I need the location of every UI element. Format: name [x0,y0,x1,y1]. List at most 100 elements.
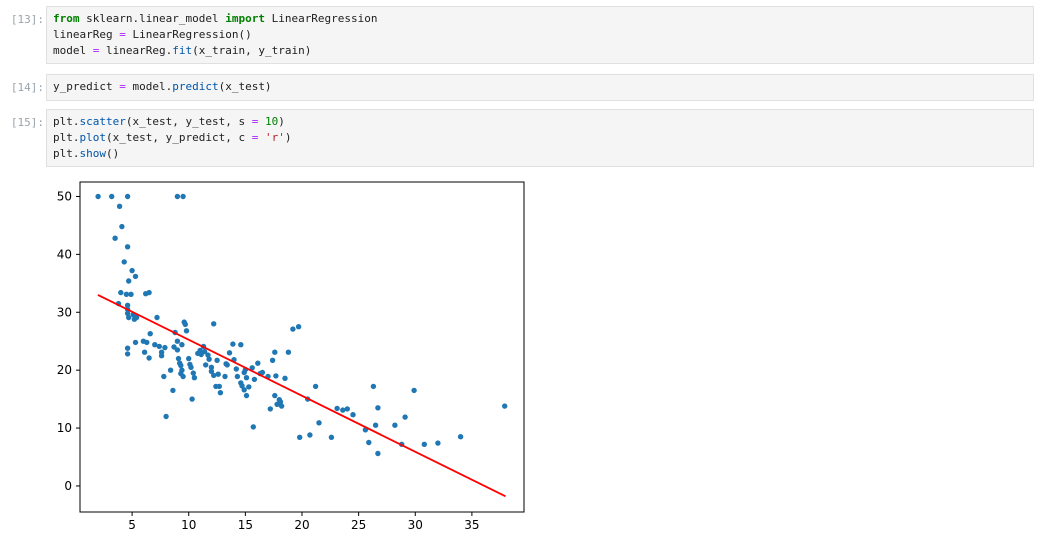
scatter-point [170,387,176,394]
scatter-point [186,355,192,362]
scatter-point [178,362,184,369]
scatter-point [372,422,379,428]
scatter-plot-output: 5 10 15 20 25 30 35 0 10 20 30 40 50 [57,181,525,532]
cell-prompt: [14]: [10,81,44,94]
scatter-point [224,362,230,368]
scatter-point [123,291,130,297]
scatter-point [282,375,288,381]
scatter-point [251,376,258,383]
code-token: LinearRegression [264,12,378,25]
code-token: model. [125,80,173,93]
scatter-point [211,321,217,327]
code-editor[interactable]: y_predict = model.predict(x_test) [46,74,1034,101]
scatter-point [411,387,417,394]
scatter-point [277,399,284,405]
scatter-point [118,289,124,296]
scatter-point [234,373,241,380]
scatter-point [457,434,464,440]
scatter-point [179,342,185,348]
scatter-point [124,351,131,357]
code-token: ) [284,131,292,144]
scatter-point [162,344,168,351]
scatter-point [167,367,174,373]
scatter-point [217,390,224,396]
scatter-point [141,349,148,355]
scatter-point [205,352,211,358]
scatter-point [208,368,215,374]
code-token: predict [172,80,219,93]
scatter-point [421,441,427,447]
scatter-point [132,273,139,280]
code-token: from [53,12,80,25]
scatter-point [366,439,372,446]
scatter-point [259,369,266,376]
scatter-point [206,356,212,362]
scatter-point [290,326,296,332]
scatter-point [190,370,196,376]
code-line: from sklearn.linear_model import LinearR… [53,11,1027,27]
code-token: () [106,147,120,160]
scatter-point [392,422,398,428]
code-line: plt.show() [53,146,1027,162]
scatter-point [188,364,194,370]
scatter-point [216,383,222,390]
scatter-point [233,366,239,372]
scatter-point [269,357,276,363]
code-token: plot [79,131,107,144]
scatter-point [502,403,508,409]
y-tick-label: 20 [57,363,72,377]
scatter-point [95,193,101,200]
plot-area [80,182,524,512]
scatter-point [344,406,350,412]
scatter-point [215,371,221,377]
scatter-point [119,223,125,230]
x-tick-label: 30 [408,518,423,532]
scatter-point [156,343,162,350]
code-token: (x_train, y_train) [192,44,312,57]
code-line: model = linearReg.fit(x_train, y_train) [53,43,1027,59]
code-token [258,131,265,144]
code-line: y_predict = model.predict(x_test) [53,79,1027,95]
code-token: = [119,80,126,93]
scatter-point [133,314,140,321]
scatter-point [201,348,208,355]
scatter-point [278,403,285,409]
code-token: linearReg. [99,44,173,57]
code-editor[interactable]: plt.scatter(x_test, y_test, s = 10) plt.p… [46,109,1034,167]
scatter-point [350,412,356,418]
scatter-point [297,434,303,440]
scatter-point [267,406,273,412]
scatter-point [340,407,346,413]
scatter-point [246,384,252,390]
code-editor[interactable]: from sklearn.linear_model import LinearR… [46,6,1034,64]
scatter-point [208,364,215,370]
scatter-point [191,375,198,381]
scatter-point [243,392,250,399]
scatter-point [272,392,278,399]
scatter-point [182,321,188,328]
code-token: = [92,44,100,57]
scatter-point [307,432,313,438]
scatter-point [144,339,150,346]
scatter-point [328,434,335,440]
code-line: plt.scatter(x_test, y_test, s = 10) [53,114,1027,130]
scatter-point [124,193,131,200]
code-token: scatter [79,115,126,128]
scatter-point [250,424,256,430]
scatter-point [183,328,190,334]
scatter-point [316,420,322,426]
scatter-point [124,302,131,308]
scatter-point [241,387,247,393]
scatter-point [124,345,131,351]
scatter-point [128,291,134,297]
code-token: = [251,115,259,128]
scatter-point [273,373,279,379]
code-token: model [53,44,93,57]
code-line: plt.plot(x_test, y_predict, c = 'r') [53,130,1027,146]
scatter-point [180,373,186,380]
scatter-point [124,310,131,317]
code-token: 'r' [264,131,285,144]
scatter-point [116,203,123,209]
scatter-point [375,450,381,457]
code-token: LinearRegression() [125,28,252,41]
